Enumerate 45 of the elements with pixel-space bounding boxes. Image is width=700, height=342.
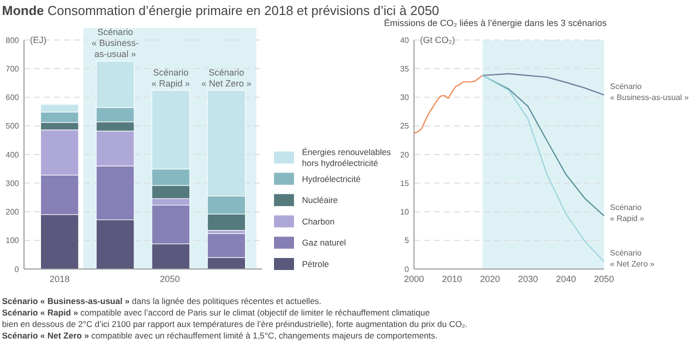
line-series (482, 74, 605, 262)
y-tick-label: 30 (400, 93, 410, 102)
y-tick-label: 25 (400, 122, 410, 131)
y-tick-label: 5 (404, 236, 410, 246)
y-tick-label: 400 (6, 150, 20, 160)
y-tick-label: 500 (6, 122, 20, 131)
series-label: Scénario « Business-as-usual » (610, 82, 690, 102)
x-tick-label: 2030 (518, 274, 538, 284)
y-tick-label: 300 (6, 178, 20, 188)
x-tick-label: 2020 (480, 274, 500, 284)
x-tick-label: 2040 (556, 274, 576, 284)
chart-title: Émissions de CO₂ liées à l’énergie dans les 3 scénarios (384, 18, 608, 28)
x-tick-label: 2050 (594, 274, 614, 284)
y-tick-label: 40 (400, 36, 410, 45)
text: Scénario « Net Zero » compatible avec un réchauffement limité à 1,5°C, changements majeurs de comportements. (2, 330, 438, 340)
text: bien en dessous de 2°C d’ici 2100 par rapport aux températures de l’ère préindustrielle), forte augmentation du prix du CO₂. (2, 319, 468, 329)
legend-label: Gaz naturel (302, 238, 346, 248)
y-tick-label: 800 (6, 36, 20, 45)
y-axis-title: (Gt CO₂) (420, 35, 455, 45)
x-tick-label: 2000 (404, 274, 424, 284)
y-axis-title: (EJ) (30, 35, 46, 45)
chart-title: Monde Consommation d’énergie primaire en 2018 et prévisions d’ici à 2050 (2, 3, 440, 18)
line-series (482, 73, 605, 96)
y-tick-label: 600 (6, 93, 20, 102)
series-label: Scénario « Rapid » (610, 202, 645, 223)
y-tick-label: 0 (404, 264, 410, 274)
y-tick-label: 0 (14, 264, 20, 274)
legend-label: Pétrole (302, 258, 330, 269)
legend-label: Hydroélectricité (302, 174, 361, 184)
text: Scénario « Rapid » compatible avec l’accord de Paris sur le climat (objectif de limiter le réchauffement climatique (2, 308, 430, 318)
y-tick-label: 200 (6, 208, 20, 217)
legend-label: Charbon (302, 216, 335, 226)
line-series (413, 74, 483, 134)
y-tick-label: 700 (6, 64, 20, 74)
legend-label: Énergies renouvelables hors hydroélectricité (302, 146, 391, 168)
series-label: Scénario « Net Zero » (610, 248, 656, 269)
legend-label: Nucléaire (302, 195, 338, 206)
y-tick-label: 35 (400, 64, 410, 74)
y-tick-label: 15 (400, 178, 410, 188)
x-tick-label: 2018 (50, 274, 70, 284)
y-tick-label: 100 (6, 236, 20, 246)
text: Scénario « Business-as-usual » dans la lignée des politiques récentes et actuelles. (2, 296, 322, 306)
x-tick-label: 2010 (442, 274, 462, 284)
y-tick-label: 20 (400, 150, 410, 160)
y-tick-label: 10 (400, 208, 410, 217)
